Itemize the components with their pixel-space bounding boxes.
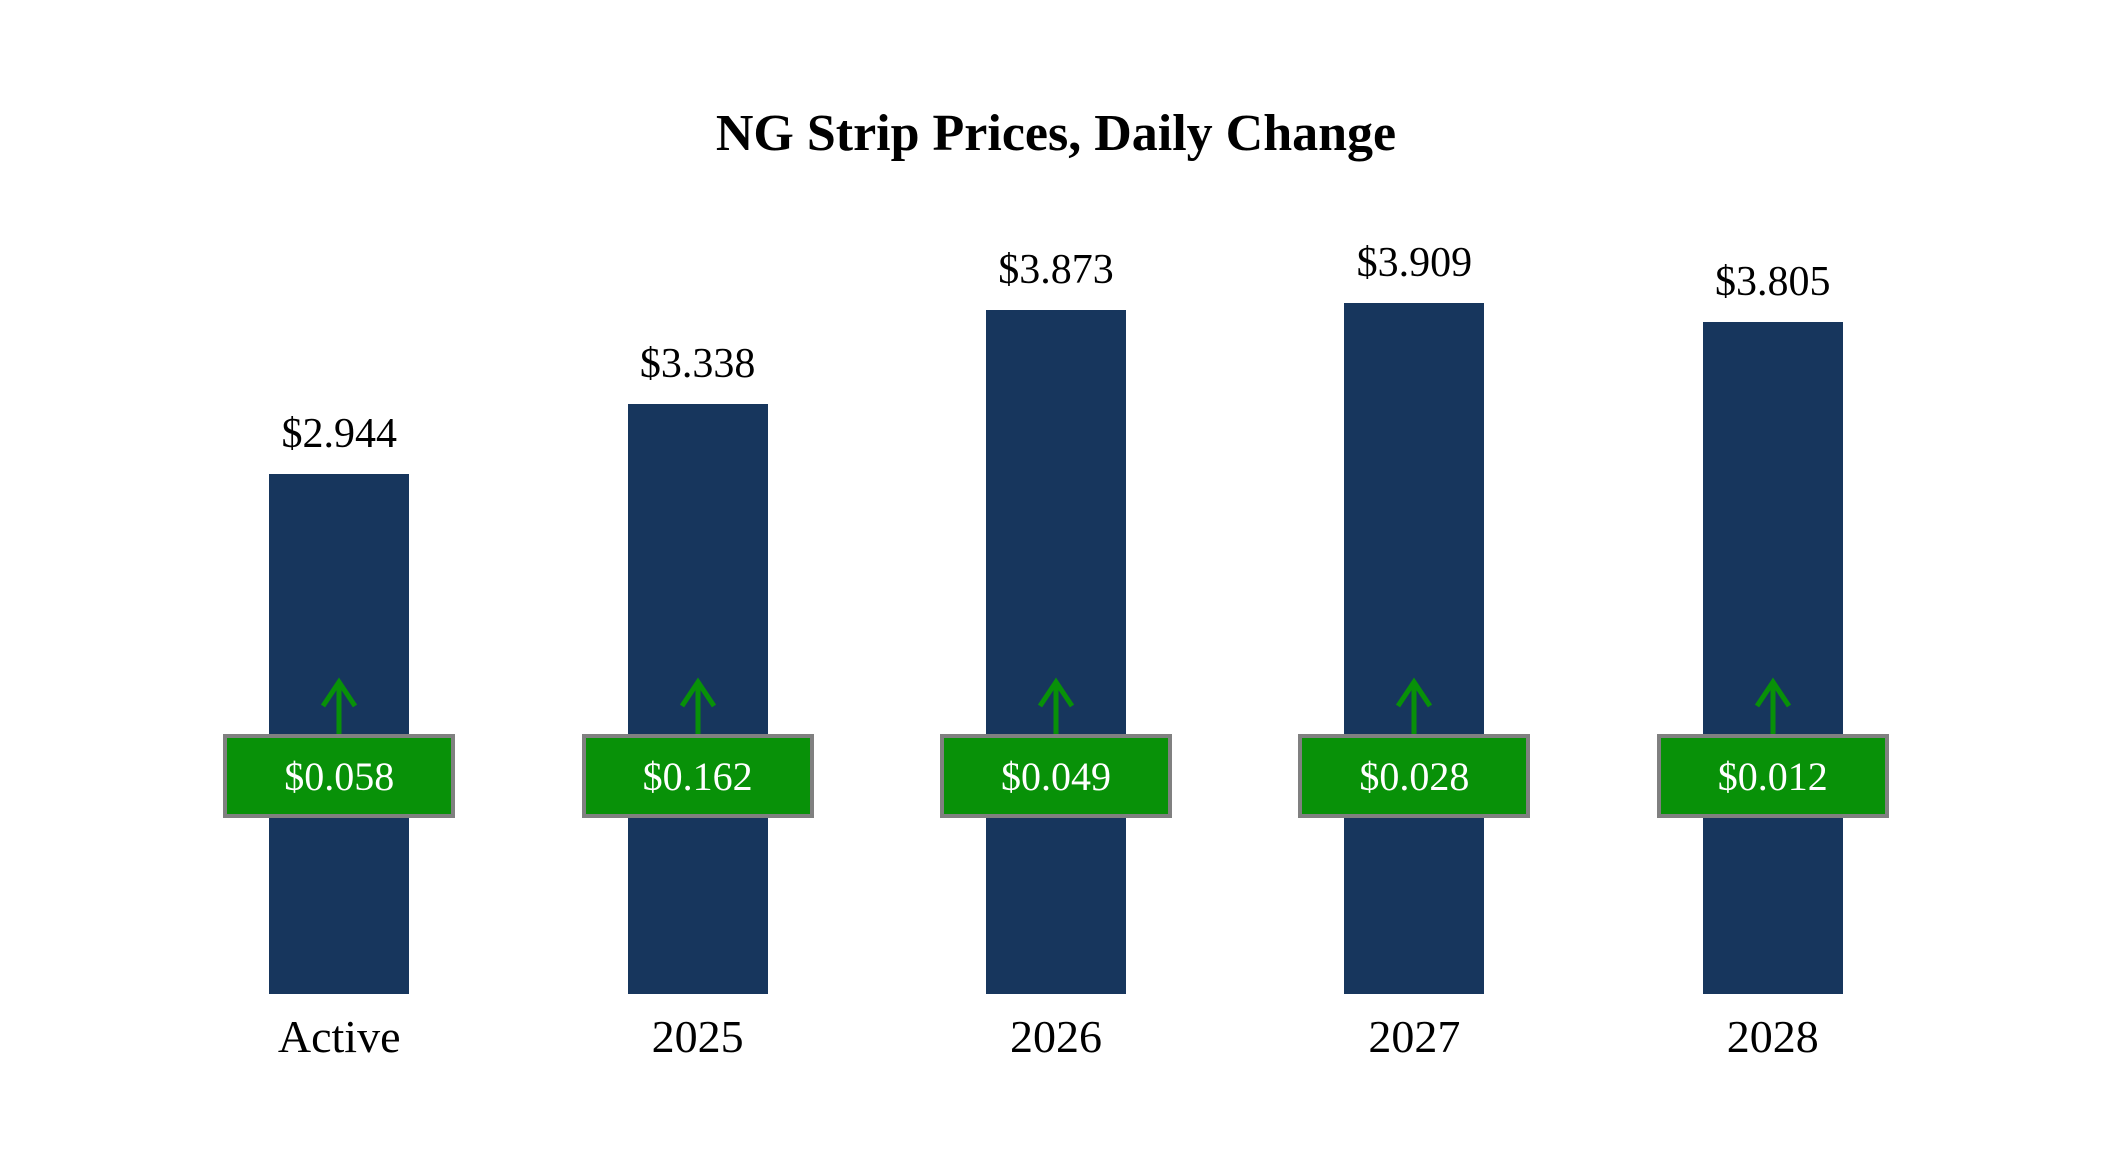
up-arrow-icon [315, 676, 363, 736]
up-arrow-icon [1032, 676, 1080, 736]
category-label: 2026 [1010, 1011, 1102, 1062]
change-badge: $0.012 [1656, 734, 1889, 818]
category-label: 2028 [1726, 1011, 1819, 1062]
category-label: 2027 [1368, 1011, 1461, 1062]
chart-title: NG Strip Prices, Daily Change [715, 105, 1397, 162]
value-label: $3.805 [1715, 258, 1831, 305]
bar [1344, 303, 1485, 994]
value-label: $2.944 [281, 410, 397, 457]
change-badge: $0.058 [223, 734, 456, 818]
category-label: 2025 [651, 1011, 744, 1062]
bar [1702, 321, 1843, 994]
up-arrow-icon [1390, 676, 1438, 736]
change-badge: $0.028 [1298, 734, 1531, 818]
category-label: Active [277, 1011, 401, 1062]
change-badge: $0.162 [581, 734, 814, 818]
bar [986, 309, 1126, 994]
value-label: $3.338 [639, 341, 756, 388]
change-badge: $0.049 [940, 734, 1172, 818]
up-arrow-icon [674, 676, 722, 736]
value-label: $3.909 [1356, 240, 1473, 287]
value-label: $3.873 [998, 246, 1114, 293]
up-arrow-icon [1749, 676, 1797, 736]
